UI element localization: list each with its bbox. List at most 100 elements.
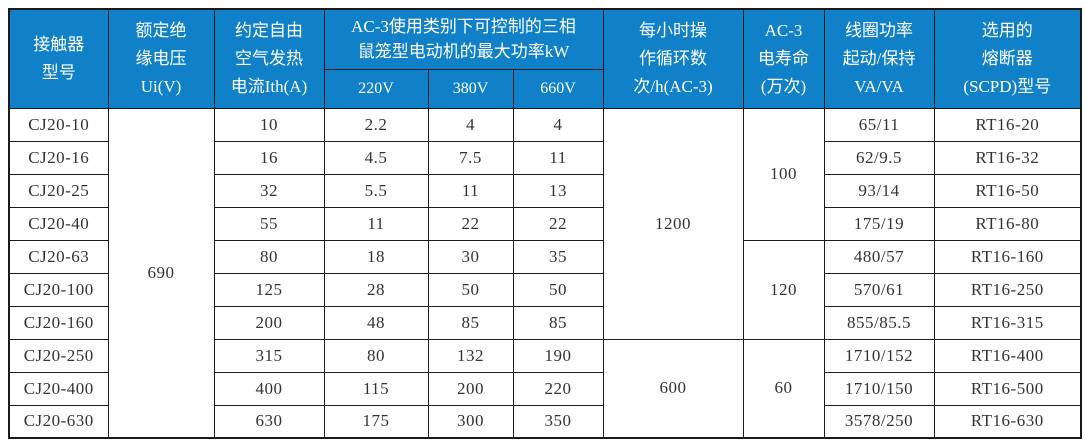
cell-coil: 93/14 <box>823 173 935 208</box>
cell-kw-220: 80 <box>323 338 429 373</box>
cell-ith: 10 <box>213 107 325 142</box>
header-insulation-voltage: 额定绝 缘电压 Ui(V) <box>107 8 215 109</box>
cell-kw-660: 50 <box>512 272 604 307</box>
cell-model: CJ20-40 <box>8 206 109 241</box>
cell-ith: 16 <box>213 140 325 175</box>
cell-ith: 80 <box>213 239 325 274</box>
cell-model: CJ20-630 <box>8 404 109 439</box>
cell-kw-220: 28 <box>323 272 429 307</box>
cell-kw-220: 175 <box>323 404 429 439</box>
cell-kw-380: 300 <box>427 404 514 439</box>
cell-model: CJ20-400 <box>8 371 109 406</box>
cell-kw-220: 115 <box>323 371 429 406</box>
table-row: CJ20-630 630 175 300 350 3578/250 RT16-6… <box>8 404 1082 439</box>
cell-electrical-life: 120 <box>742 239 825 340</box>
cell-kw-660: 22 <box>512 206 604 241</box>
cell-kw-660: 35 <box>512 239 604 274</box>
cell-model: CJ20-100 <box>8 272 109 307</box>
table-row: CJ20-100 125 28 50 50 570/61 RT16-250 <box>8 272 1082 307</box>
cell-electrical-life: 60 <box>742 338 825 439</box>
table-row: CJ20-400 400 115 200 220 1710/150 RT16-5… <box>8 371 1082 406</box>
cell-model: CJ20-16 <box>8 140 109 175</box>
header-coil-power: 线圈功率 起动/保持 VA/VA <box>823 8 935 109</box>
header-contactor-model: 接触器 型号 <box>8 8 109 109</box>
cell-coil: 175/19 <box>823 206 935 241</box>
cell-ith: 32 <box>213 173 325 208</box>
cell-fuse: RT16-250 <box>933 272 1082 307</box>
header-operating-cycles: 每小时操 作循环数 次/h(AC-3) <box>602 8 744 109</box>
cell-fuse: RT16-20 <box>933 107 1082 142</box>
cell-insulation-voltage: 690 <box>107 107 215 439</box>
cell-coil: 1710/152 <box>823 338 935 373</box>
contactor-spec-table: 接触器 型号 额定绝 缘电压 Ui(V) 约定自由 空气发热 电流Ith(A) … <box>8 8 1083 439</box>
cell-coil: 65/11 <box>823 107 935 142</box>
cell-coil: 62/9.5 <box>823 140 935 175</box>
cell-kw-220: 11 <box>323 206 429 241</box>
cell-coil: 570/61 <box>823 272 935 307</box>
cell-coil: 480/57 <box>823 239 935 274</box>
cell-kw-660: 350 <box>512 404 604 439</box>
cell-kw-220: 2.2 <box>323 107 429 142</box>
cell-coil: 3578/250 <box>823 404 935 439</box>
cell-fuse: RT16-160 <box>933 239 1082 274</box>
cell-fuse: RT16-80 <box>933 206 1082 241</box>
cell-kw-380: 22 <box>427 206 514 241</box>
cell-kw-660: 190 <box>512 338 604 373</box>
cell-cycles: 1200 <box>602 107 744 340</box>
cell-kw-380: 200 <box>427 371 514 406</box>
cell-ith: 200 <box>213 305 325 340</box>
cell-fuse: RT16-500 <box>933 371 1082 406</box>
cell-fuse: RT16-50 <box>933 173 1082 208</box>
cell-cycles: 600 <box>602 338 744 439</box>
header-thermal-current: 约定自由 空气发热 电流Ith(A) <box>213 8 325 109</box>
cell-fuse: RT16-400 <box>933 338 1082 373</box>
cell-kw-380: 85 <box>427 305 514 340</box>
cell-ith: 400 <box>213 371 325 406</box>
table-row: CJ20-25 32 5.5 11 13 93/14 RT16-50 <box>8 173 1082 208</box>
cell-kw-660: 220 <box>512 371 604 406</box>
cell-kw-380: 11 <box>427 173 514 208</box>
header-voltage-660v: 660V <box>512 68 604 109</box>
cell-kw-380: 50 <box>427 272 514 307</box>
table-row: CJ20-40 55 11 22 22 175/19 RT16-80 <box>8 206 1082 241</box>
cell-kw-220: 4.5 <box>323 140 429 175</box>
cell-kw-220: 5.5 <box>323 173 429 208</box>
header-fuse-type: 选用的 熔断器 (SCPD)型号 <box>933 8 1082 109</box>
cell-kw-660: 13 <box>512 173 604 208</box>
cell-ith: 55 <box>213 206 325 241</box>
table-row: CJ20-16 16 4.5 7.5 11 62/9.5 RT16-32 <box>8 140 1082 175</box>
table-body: CJ20-10 690 10 2.2 4 4 1200 100 65/11 RT… <box>8 107 1082 439</box>
cell-ith: 125 <box>213 272 325 307</box>
table-header: 接触器 型号 额定绝 缘电压 Ui(V) 约定自由 空气发热 电流Ith(A) … <box>8 8 1082 109</box>
cell-kw-660: 11 <box>512 140 604 175</box>
cell-kw-380: 132 <box>427 338 514 373</box>
cell-model: CJ20-25 <box>8 173 109 208</box>
cell-model: CJ20-160 <box>8 305 109 340</box>
table-row: CJ20-250 315 80 132 190 600 60 1710/152 … <box>8 338 1082 439</box>
table-row: CJ20-10 690 10 2.2 4 4 1200 100 65/11 RT… <box>8 107 1082 439</box>
cell-coil: 855/85.5 <box>823 305 935 340</box>
header-electrical-life: AC-3 电寿命 (万次) <box>742 8 825 109</box>
cell-kw-660: 85 <box>512 305 604 340</box>
cell-kw-380: 7.5 <box>427 140 514 175</box>
cell-kw-380: 30 <box>427 239 514 274</box>
cell-kw-380: 4 <box>427 107 514 142</box>
cell-kw-220: 48 <box>323 305 429 340</box>
cell-fuse: RT16-315 <box>933 305 1082 340</box>
table-row: CJ20-63 80 18 30 35 120 480/57 RT16-160 <box>8 239 1082 340</box>
cell-model: CJ20-10 <box>8 107 109 142</box>
cell-electrical-life: 100 <box>742 107 825 241</box>
header-ac3-max-power-group: AC-3使用类别下可控制的三相 鼠笼型电动机的最大功率kW <box>323 8 604 70</box>
cell-coil: 1710/150 <box>823 371 935 406</box>
cell-fuse: RT16-630 <box>933 404 1082 439</box>
header-voltage-220v: 220V <box>323 68 429 109</box>
cell-ith: 630 <box>213 404 325 439</box>
cell-ith: 315 <box>213 338 325 373</box>
header-voltage-380v: 380V <box>427 68 514 109</box>
cell-kw-660: 4 <box>512 107 604 142</box>
cell-kw-220: 18 <box>323 239 429 274</box>
cell-fuse: RT16-32 <box>933 140 1082 175</box>
cell-model: CJ20-63 <box>8 239 109 274</box>
cell-model: CJ20-250 <box>8 338 109 373</box>
